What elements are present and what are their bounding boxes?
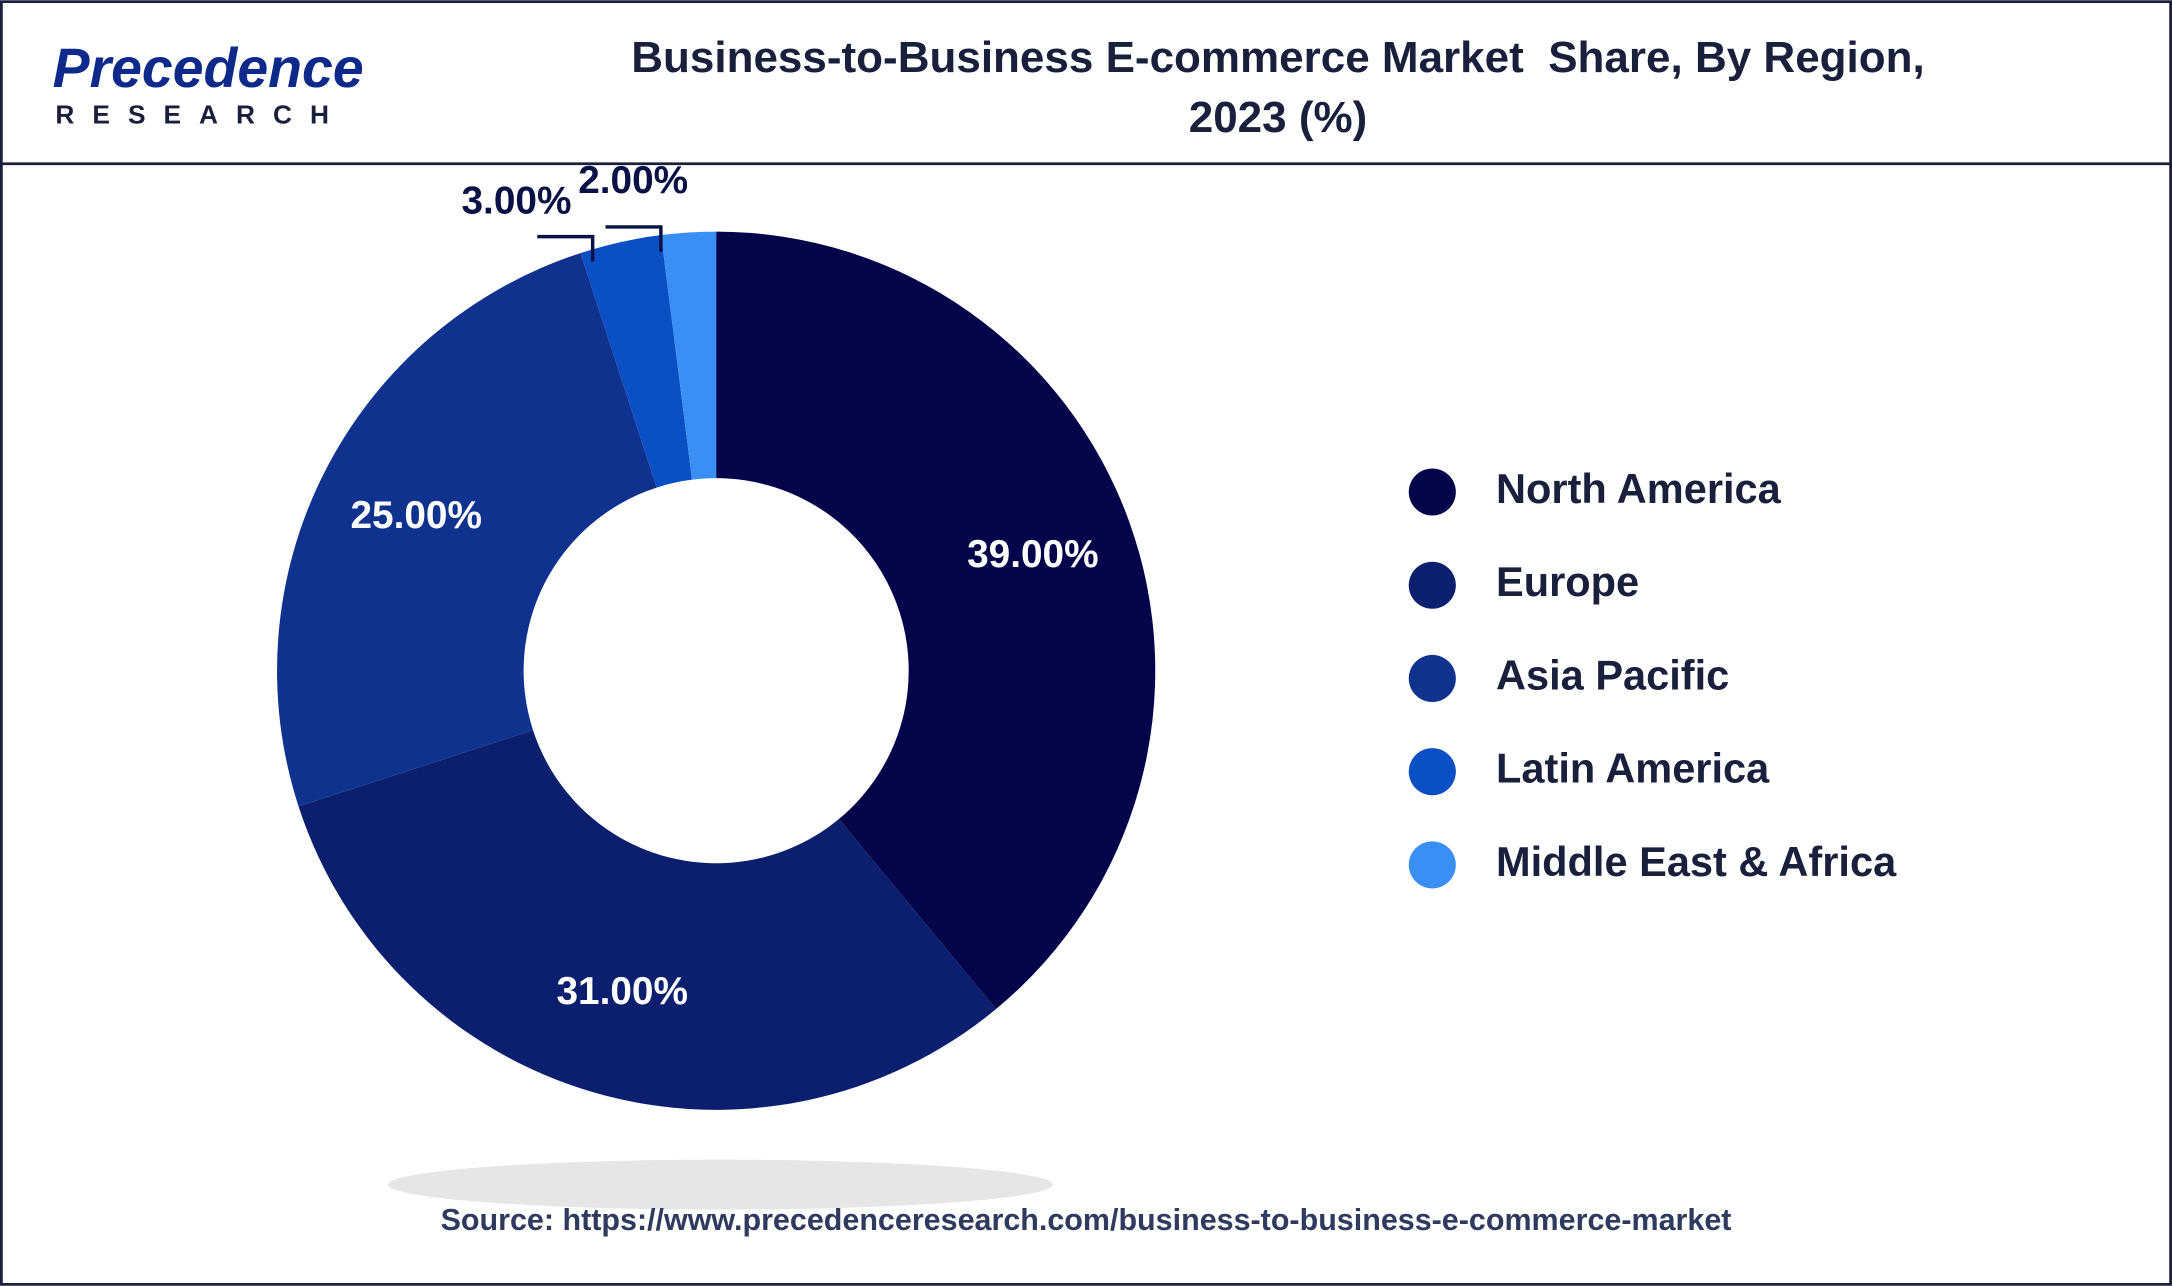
slice [716, 231, 1156, 1010]
slice [661, 231, 717, 480]
slice [298, 730, 997, 1110]
logo-tagline: RESEARCH [55, 100, 347, 130]
legend-label: Europe [1496, 558, 1639, 605]
source: Source: https://www.precedenceresearch.c… [441, 1203, 1732, 1237]
value-label: 2.00% [578, 159, 688, 202]
legend-marker [1408, 841, 1456, 889]
legend-label: Middle East & Africa [1496, 838, 1897, 885]
value-label: 39.00% [967, 533, 1098, 576]
legend-label: Latin America [1496, 745, 1770, 792]
shadow [387, 1159, 1053, 1210]
logo-name: Precedence [53, 37, 364, 99]
value-label: 31.00% [556, 970, 687, 1013]
legend-marker [1408, 468, 1456, 516]
leader-line [537, 234, 595, 262]
chart-title: Business-to-Business E-commerce Market S… [631, 33, 1937, 142]
legend-label: Asia Pacific [1496, 651, 1729, 698]
slice [277, 253, 657, 807]
legend-marker [1408, 654, 1456, 703]
value-label: 25.00% [350, 494, 481, 537]
value-label: 3.00% [462, 180, 572, 223]
legend-marker [1408, 748, 1456, 796]
slice [580, 235, 693, 488]
leader-line [605, 225, 663, 252]
legend-marker [1408, 561, 1456, 609]
legend-label: North America [1496, 465, 1782, 512]
